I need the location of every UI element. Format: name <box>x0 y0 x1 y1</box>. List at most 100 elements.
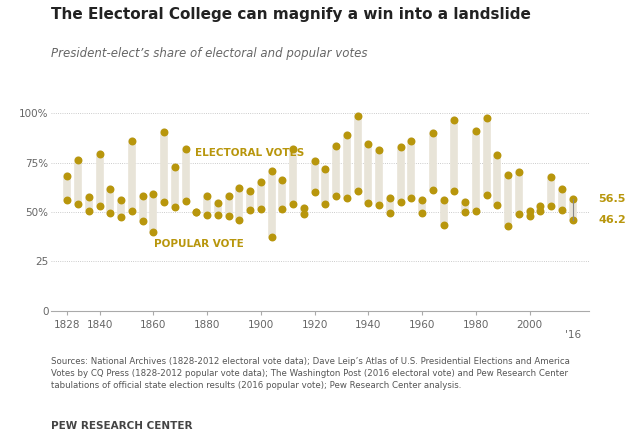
Text: 56.5: 56.5 <box>598 194 626 204</box>
Point <box>525 213 535 220</box>
Point <box>73 156 83 163</box>
Point <box>417 209 428 216</box>
Point <box>385 194 395 202</box>
Point <box>299 204 309 211</box>
Point <box>159 128 169 135</box>
Point <box>84 207 94 214</box>
Point <box>503 171 513 178</box>
Point <box>449 116 460 123</box>
Point <box>492 151 502 158</box>
Point <box>406 194 417 201</box>
Point <box>396 143 406 150</box>
Point <box>417 196 428 203</box>
Text: The Electoral College can magnify a win into a landslide: The Electoral College can magnify a win … <box>51 7 531 22</box>
Point <box>406 137 417 144</box>
Point <box>191 208 202 215</box>
Point <box>234 184 244 191</box>
Point <box>73 200 83 207</box>
Point <box>138 193 148 200</box>
Point <box>320 201 330 208</box>
Point <box>481 191 492 198</box>
Point <box>342 194 352 201</box>
Point <box>331 142 341 149</box>
Point <box>331 192 341 199</box>
Text: ELECTORAL VOTES: ELECTORAL VOTES <box>195 148 305 158</box>
Point <box>159 199 169 206</box>
Point <box>514 210 524 217</box>
Point <box>245 188 255 195</box>
Point <box>438 197 449 204</box>
Point <box>202 193 212 200</box>
Point <box>568 216 578 223</box>
Point <box>428 129 438 136</box>
Point <box>557 186 567 193</box>
Point <box>256 206 266 213</box>
Point <box>95 150 105 157</box>
Point <box>170 203 180 210</box>
Point <box>557 206 567 214</box>
Point <box>266 168 276 175</box>
Point <box>180 146 191 153</box>
Point <box>191 208 202 215</box>
Point <box>546 174 556 181</box>
Point <box>353 113 363 120</box>
Point <box>310 157 320 164</box>
Point <box>438 222 449 229</box>
Point <box>535 202 545 210</box>
Text: Sources: National Archives (1828-2012 electoral vote data); Dave Leip’s Atlas of: Sources: National Archives (1828-2012 el… <box>51 357 570 390</box>
Point <box>277 206 287 213</box>
Point <box>460 208 470 215</box>
Point <box>364 140 374 147</box>
Point <box>374 202 384 209</box>
Point <box>95 203 105 210</box>
Text: PEW RESEARCH CENTER: PEW RESEARCH CENTER <box>51 421 193 431</box>
Point <box>202 212 212 219</box>
Point <box>428 186 438 194</box>
Point <box>245 206 255 214</box>
Text: 46.2: 46.2 <box>598 214 626 225</box>
Point <box>471 128 481 135</box>
Point <box>84 193 94 200</box>
Point <box>460 198 470 206</box>
Point <box>525 208 535 215</box>
Point <box>546 203 556 210</box>
Point <box>127 138 137 145</box>
Point <box>364 199 374 206</box>
Text: '16: '16 <box>564 330 580 340</box>
Point <box>310 188 320 195</box>
Point <box>138 218 148 225</box>
Point <box>449 187 460 194</box>
Point <box>471 207 481 214</box>
Point <box>353 187 363 194</box>
Point <box>180 198 191 205</box>
Point <box>105 185 115 192</box>
Point <box>535 207 545 214</box>
Point <box>374 147 384 154</box>
Point <box>299 210 309 217</box>
Point <box>223 193 234 200</box>
Point <box>288 146 298 153</box>
Point <box>277 176 287 183</box>
Point <box>212 199 223 206</box>
Point <box>223 213 234 220</box>
Point <box>481 115 492 122</box>
Point <box>396 198 406 206</box>
Point <box>148 190 159 197</box>
Point <box>256 178 266 186</box>
Text: POPULAR VOTE: POPULAR VOTE <box>154 239 244 249</box>
Point <box>62 173 72 180</box>
Point <box>234 217 244 224</box>
Point <box>503 222 513 230</box>
Point <box>568 196 578 203</box>
Point <box>266 233 276 240</box>
Point <box>514 168 524 175</box>
Point <box>116 214 126 221</box>
Point <box>62 197 72 204</box>
Point <box>492 202 502 209</box>
Point <box>116 196 126 203</box>
Point <box>212 211 223 218</box>
Point <box>385 210 395 217</box>
Point <box>127 207 137 214</box>
Text: President-elect’s share of electoral and popular votes: President-elect’s share of electoral and… <box>51 47 368 59</box>
Point <box>320 165 330 172</box>
